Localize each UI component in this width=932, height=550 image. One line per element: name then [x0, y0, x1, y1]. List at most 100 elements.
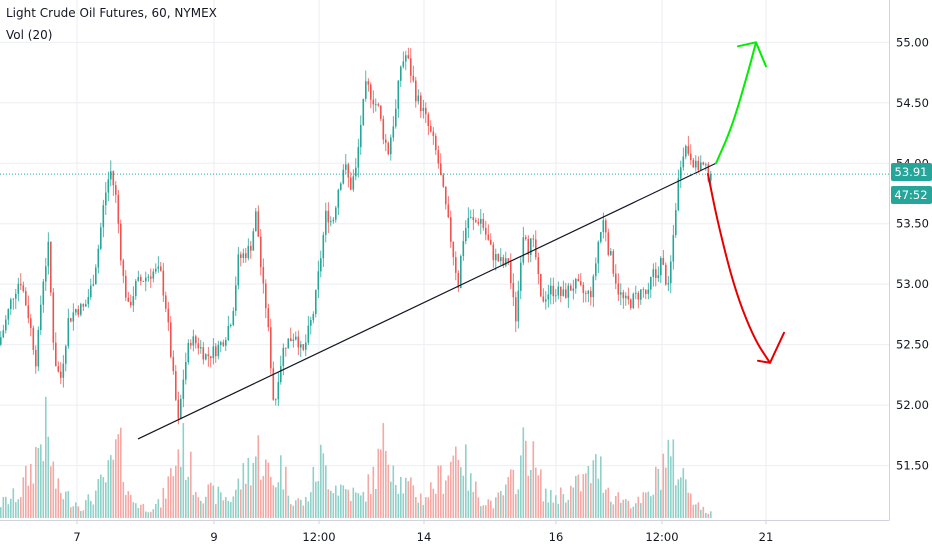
candle-body: [677, 178, 680, 211]
candle-body: [112, 171, 115, 186]
volume-bar: [285, 466, 287, 518]
candle-body: [260, 236, 262, 268]
candle-body: [2, 330, 5, 338]
volume-bar: [572, 487, 575, 518]
volume-bar: [395, 485, 397, 518]
volume-bar: [177, 449, 180, 518]
symbol-title[interactable]: Light Crude Oil Futures, 60, NYMEX: [6, 6, 217, 20]
volume-bar: [390, 481, 392, 518]
volume-bar: [120, 427, 122, 518]
volume-bar: [117, 434, 120, 518]
volume-bar: [252, 462, 255, 518]
volume-bar: [585, 473, 587, 518]
candle-body: [87, 296, 90, 305]
volume-bar: [337, 495, 340, 518]
candle-body: [395, 108, 397, 127]
volume-bar: [710, 511, 712, 518]
candle-body: [182, 379, 185, 399]
volume-bar: [387, 464, 390, 518]
volume-bar: [332, 493, 335, 518]
volume-bar: [110, 455, 112, 518]
volume-bar: [385, 451, 387, 518]
candle-body: [357, 147, 360, 168]
candle-body: [560, 286, 562, 296]
candle-body: [85, 304, 87, 307]
last-price-label: 53.91: [895, 165, 928, 179]
volume-bar: [482, 505, 485, 518]
candle-body: [162, 270, 165, 296]
volume-bar: [375, 489, 377, 518]
volume-bar: [277, 482, 280, 518]
volume-bar: [467, 490, 470, 518]
volume-bar: [275, 487, 277, 518]
candle-body: [245, 253, 247, 259]
candle-body: [567, 285, 570, 298]
candle-body: [657, 275, 660, 279]
volume-bar: [600, 456, 602, 518]
volume-bar: [217, 486, 220, 518]
candle-body: [562, 289, 565, 296]
candle-body: [347, 164, 350, 178]
volume-bar: [485, 505, 487, 518]
candle-body: [705, 164, 707, 166]
candle-body: [147, 276, 150, 278]
candle-body: [140, 276, 142, 282]
volume-bar: [392, 465, 395, 518]
volume-bar: [312, 466, 315, 518]
volume-bar: [682, 468, 685, 518]
forecast-arrow-head-down: [757, 331, 785, 364]
candle-body: [320, 258, 322, 272]
volume-indicator-label[interactable]: Vol (20): [6, 28, 53, 42]
volume-bar: [672, 439, 675, 518]
candle-body: [252, 231, 255, 251]
candle-body: [327, 210, 330, 223]
candle-body: [145, 277, 147, 282]
volume-bar: [295, 500, 297, 518]
volume-bar: [692, 504, 695, 518]
volume-bar: [152, 509, 155, 518]
candle-body: [60, 371, 62, 378]
volume-bar: [602, 492, 605, 518]
candle-body: [345, 164, 347, 170]
volume-bar: [422, 504, 425, 518]
price-tick-label: 54.50: [896, 96, 929, 110]
candle-body: [530, 238, 532, 255]
volume-bar: [122, 481, 125, 518]
candle-body: [5, 319, 7, 331]
drawing-layer[interactable]: [0, 41, 889, 440]
volume-bar: [425, 497, 427, 518]
time-tick-label: 12:00: [645, 530, 678, 544]
volume-bar: [50, 466, 52, 518]
volume-bar: [620, 502, 622, 518]
candle-body: [362, 98, 365, 125]
bar-countdown-label: 47:52: [894, 188, 927, 202]
candle-body: [365, 81, 367, 99]
candle-body: [292, 339, 295, 342]
candle-body: [17, 283, 20, 294]
volume-bar: [580, 491, 582, 518]
candle-body: [80, 304, 82, 315]
volume-bar: [212, 485, 215, 518]
candle-body: [22, 285, 25, 292]
candle-body: [665, 264, 667, 285]
candle-body: [105, 192, 107, 206]
candle-body: [7, 309, 10, 320]
time-axis[interactable]: 7 9 12:00 14 16 12:00 21: [73, 520, 773, 544]
price-tick-label: 52.50: [896, 338, 929, 352]
candle-body: [587, 290, 590, 294]
candle-body: [495, 254, 497, 261]
volume-bar: [655, 466, 657, 518]
candle-body: [305, 342, 307, 350]
candle-body: [205, 354, 207, 360]
candle-body: [115, 185, 117, 195]
candle-body: [32, 328, 35, 350]
volume-bar: [230, 501, 232, 518]
volume-bar: [225, 497, 227, 518]
volume-bar: [670, 456, 672, 518]
candle-body: [617, 283, 620, 295]
time-tick-label: 9: [210, 530, 217, 544]
volume-bar: [255, 456, 257, 518]
volume-bar: [310, 492, 312, 518]
